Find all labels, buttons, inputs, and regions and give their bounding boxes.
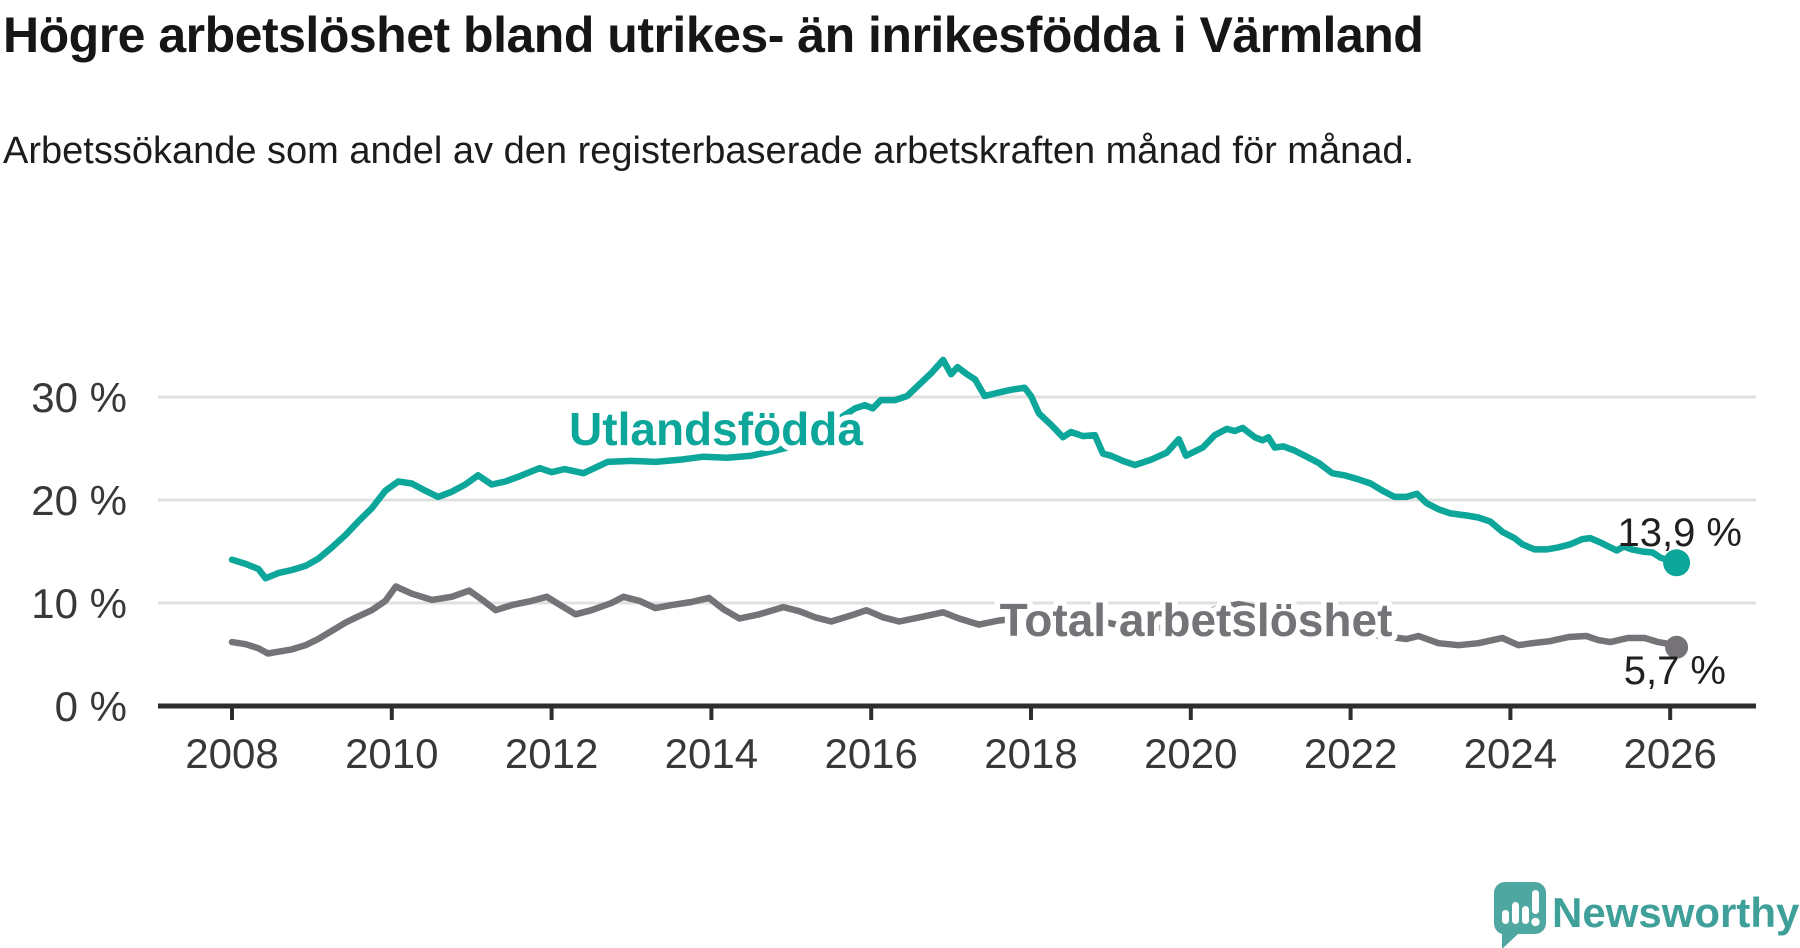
y-axis-labels: 0 % 10 % 20 % 30 % [31, 374, 127, 730]
x-tick-label: 2024 [1464, 730, 1557, 777]
total-arbetsloshet-line [228, 583, 1680, 657]
x-tick-label: 2010 [345, 730, 438, 777]
y-tick-label: 20 % [31, 477, 127, 524]
utlandsfodda-end-value-label: 13,9 % [1617, 511, 1742, 555]
x-tick-label: 2022 [1304, 730, 1397, 777]
x-tick-label: 2014 [665, 730, 758, 777]
x-tick-label: 2026 [1623, 730, 1716, 777]
total-arbetsloshet-end-value-label: 5,7 % [1624, 649, 1726, 693]
x-axis-labels: 2008 2010 2012 2014 2016 2018 2020 2022 2024 2026 [185, 730, 1717, 777]
x-tick-label: 2020 [1144, 730, 1237, 777]
gridlines [158, 395, 1756, 605]
newsworthy-logo: Newsworthy [1493, 882, 1800, 948]
x-tick-label: 2012 [505, 730, 598, 777]
utlandsfodda-series-label: Utlandsfödda [569, 403, 863, 455]
newsworthy-wordmark: Newsworthy [1552, 889, 1800, 936]
chart-title: Högre arbetslöshet bland utrikes- än inr… [3, 7, 1424, 63]
total-arbetsloshet-end-dot [1665, 635, 1689, 659]
x-axis-ticks [230, 706, 1673, 720]
utlandsfodda-end-dot [1663, 549, 1691, 577]
y-tick-label: 30 % [31, 374, 127, 421]
y-tick-label: 10 % [31, 580, 127, 627]
utlandsfodda-line [228, 356, 1680, 582]
x-tick-label: 2016 [824, 730, 917, 777]
newsworthy-logo-mark-icon [1493, 882, 1546, 948]
chart-subtitle: Arbetssökande som andel av den registerb… [3, 130, 1415, 172]
y-tick-label: 0 % [55, 683, 127, 730]
x-tick-label: 2018 [984, 730, 1077, 777]
x-tick-label: 2008 [185, 730, 278, 777]
total-arbetsloshet-series-label: Total arbetslöshet [1000, 594, 1393, 646]
